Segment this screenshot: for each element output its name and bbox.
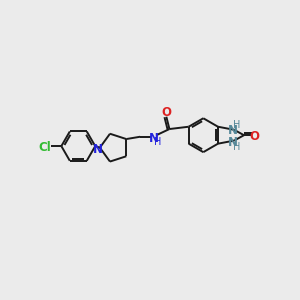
Text: N: N bbox=[93, 143, 103, 156]
Text: H: H bbox=[154, 137, 162, 147]
Text: H: H bbox=[233, 142, 241, 152]
Text: O: O bbox=[250, 130, 260, 143]
Text: H: H bbox=[233, 120, 241, 130]
Text: N: N bbox=[149, 132, 159, 145]
Text: N: N bbox=[228, 136, 238, 149]
Text: Cl: Cl bbox=[39, 141, 52, 154]
Text: N: N bbox=[228, 124, 238, 137]
Text: O: O bbox=[161, 106, 171, 119]
